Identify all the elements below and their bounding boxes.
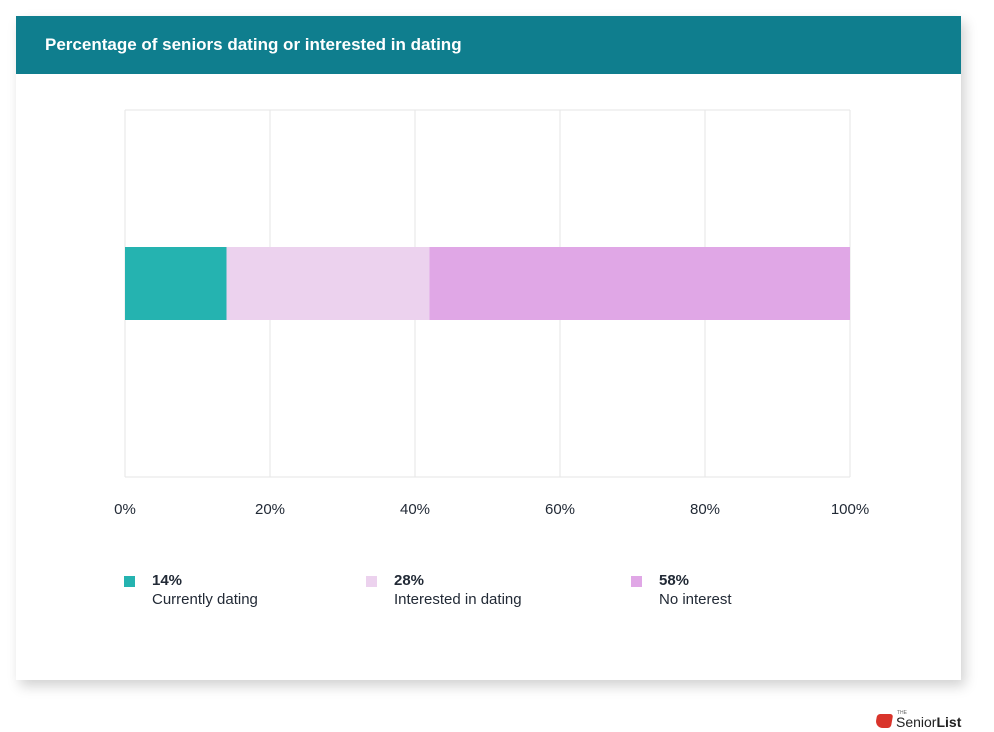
bar-segment-interested-in-dating xyxy=(226,247,430,320)
bar-segment-no-interest xyxy=(429,247,850,320)
legend-label: Interested in dating xyxy=(394,591,522,608)
x-tick-label: 0% xyxy=(114,501,136,518)
chart-card: Percentage of seniors dating or interest… xyxy=(16,16,961,680)
chart-plot: 0% 20% 40% 60% 80% 100% xyxy=(114,109,869,518)
legend-swatch xyxy=(631,576,642,587)
legend-value: 28% xyxy=(394,572,425,589)
legend-swatch xyxy=(124,576,135,587)
stacked-bar xyxy=(125,247,850,320)
legend-label: Currently dating xyxy=(152,591,258,608)
bar-segment-currently-dating xyxy=(125,247,227,320)
x-tick-label: 60% xyxy=(545,501,575,518)
x-tick-label: 80% xyxy=(690,501,720,518)
legend-label: No interest xyxy=(659,591,732,608)
legend-value: 58% xyxy=(659,572,690,589)
brand-prefix: THE xyxy=(897,710,907,716)
brand-logo: THE SeniorList xyxy=(874,710,966,732)
x-tick-label: 100% xyxy=(831,501,869,518)
brand-name: SeniorList xyxy=(896,714,962,730)
card-header: Percentage of seniors dating or interest… xyxy=(16,16,961,74)
legend-swatch xyxy=(366,576,377,587)
legend-value: 14% xyxy=(152,572,183,589)
x-tick-label: 20% xyxy=(255,501,285,518)
senior-list-logo-icon xyxy=(874,714,894,728)
chart-title: Percentage of seniors dating or interest… xyxy=(45,35,462,54)
x-tick-label: 40% xyxy=(400,501,430,518)
x-axis-ticks: 0% 20% 40% 60% 80% 100% xyxy=(114,501,869,518)
